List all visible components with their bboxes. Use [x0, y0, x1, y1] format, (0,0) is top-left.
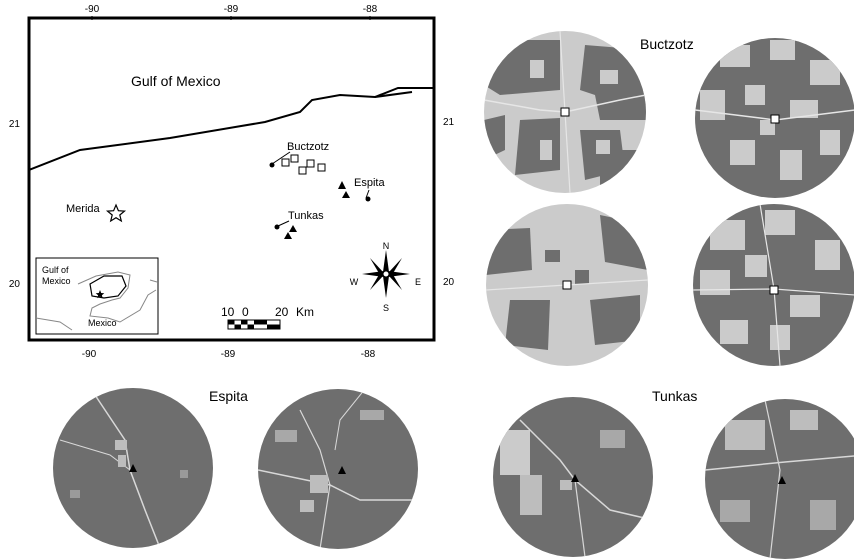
top-tick-label: -88: [363, 4, 378, 15]
espita-panel-title: Espita: [209, 388, 248, 404]
leader-line: [277, 220, 290, 227]
town-dot: [269, 162, 275, 168]
site-square: [281, 158, 290, 167]
buctzotz-panel-4: [693, 204, 854, 366]
buctzotz-map-label: Buctzotz: [287, 141, 329, 153]
site-triangle: [289, 225, 297, 232]
espita-map-label: Espita: [354, 177, 385, 189]
compass-rose-icon: N S W E: [350, 241, 421, 313]
site-square: [290, 154, 299, 163]
compass-n: N: [383, 241, 390, 251]
left-tick-label: 20: [9, 279, 21, 290]
scale-label-20: 20: [275, 305, 289, 319]
site-square: [317, 163, 326, 172]
site-triangle: [284, 232, 292, 239]
compass-w: W: [350, 277, 359, 287]
tunkas-map-label: Tunkas: [288, 210, 324, 222]
site-triangle: [342, 191, 350, 198]
right-tick-label: 20: [443, 277, 455, 288]
scale-label-0: 0: [242, 305, 249, 319]
bottom-tick-label: -90: [82, 349, 97, 360]
top-tick-label: -90: [85, 4, 100, 15]
coastline: [374, 91, 413, 98]
inset-gulf-label: Gulf of: [42, 265, 69, 275]
site-square-marker: [560, 107, 570, 117]
site-triangle-marker: [338, 466, 346, 474]
right-tick-label: 21: [443, 117, 455, 128]
inset-gulf-label: Mexico: [42, 276, 71, 286]
espita-panel-2: [258, 389, 418, 549]
inset-star-icon: [95, 290, 105, 299]
site-triangle: [338, 181, 346, 189]
buctzotz-panel-3: [486, 204, 648, 366]
bottom-tick-label: -88: [361, 349, 376, 360]
scale-label-10: 10: [221, 305, 235, 319]
tunkas-panel-title: Tunkas: [652, 388, 697, 404]
scale-bar: 10 0 20 Km: [221, 305, 314, 330]
site-square: [306, 159, 315, 168]
left-tick-label: 21: [9, 119, 21, 130]
site-square: [298, 166, 307, 175]
site-square-marker: [769, 285, 779, 295]
tunkas-panel-2: [705, 399, 854, 559]
site-triangle-marker: [778, 476, 786, 484]
buctzotz-panel-title: Buctzotz: [640, 36, 694, 52]
buctzotz-sites: [281, 154, 326, 175]
leader-line: [271, 151, 291, 165]
coastline: [29, 87, 434, 171]
tunkas-panel-1: [493, 397, 653, 557]
site-triangle-marker: [571, 474, 579, 482]
site-triangle-marker: [129, 464, 137, 472]
bottom-tick-label: -89: [221, 349, 236, 360]
buctzotz-panel-1: [484, 31, 646, 193]
gulf-of-mexico-label: Gulf of Mexico: [131, 73, 221, 89]
inset-map: Gulf of Mexico Mexico: [35, 257, 159, 335]
inset-mexico-label: Mexico: [88, 318, 117, 328]
top-tick-label: -89: [224, 4, 239, 15]
tunkas-sites: [284, 225, 297, 239]
town-dot: [365, 196, 371, 202]
site-square-marker: [562, 280, 572, 290]
compass-e: E: [415, 277, 421, 287]
town-dot: [274, 224, 280, 230]
location-map: -90 -89 -88 -90 -89 -88 21 20 21 20 Gulf…: [9, 4, 455, 360]
compass-s: S: [383, 303, 389, 313]
leader-line: [365, 189, 370, 199]
merida-star-icon: [105, 203, 127, 223]
site-square-marker: [770, 114, 780, 124]
espita-panel-1: [53, 388, 213, 548]
scale-unit: Km: [296, 305, 314, 319]
buctzotz-panel-2: [695, 38, 854, 198]
espita-sites: [338, 181, 350, 198]
merida-label: Merida: [66, 203, 101, 215]
